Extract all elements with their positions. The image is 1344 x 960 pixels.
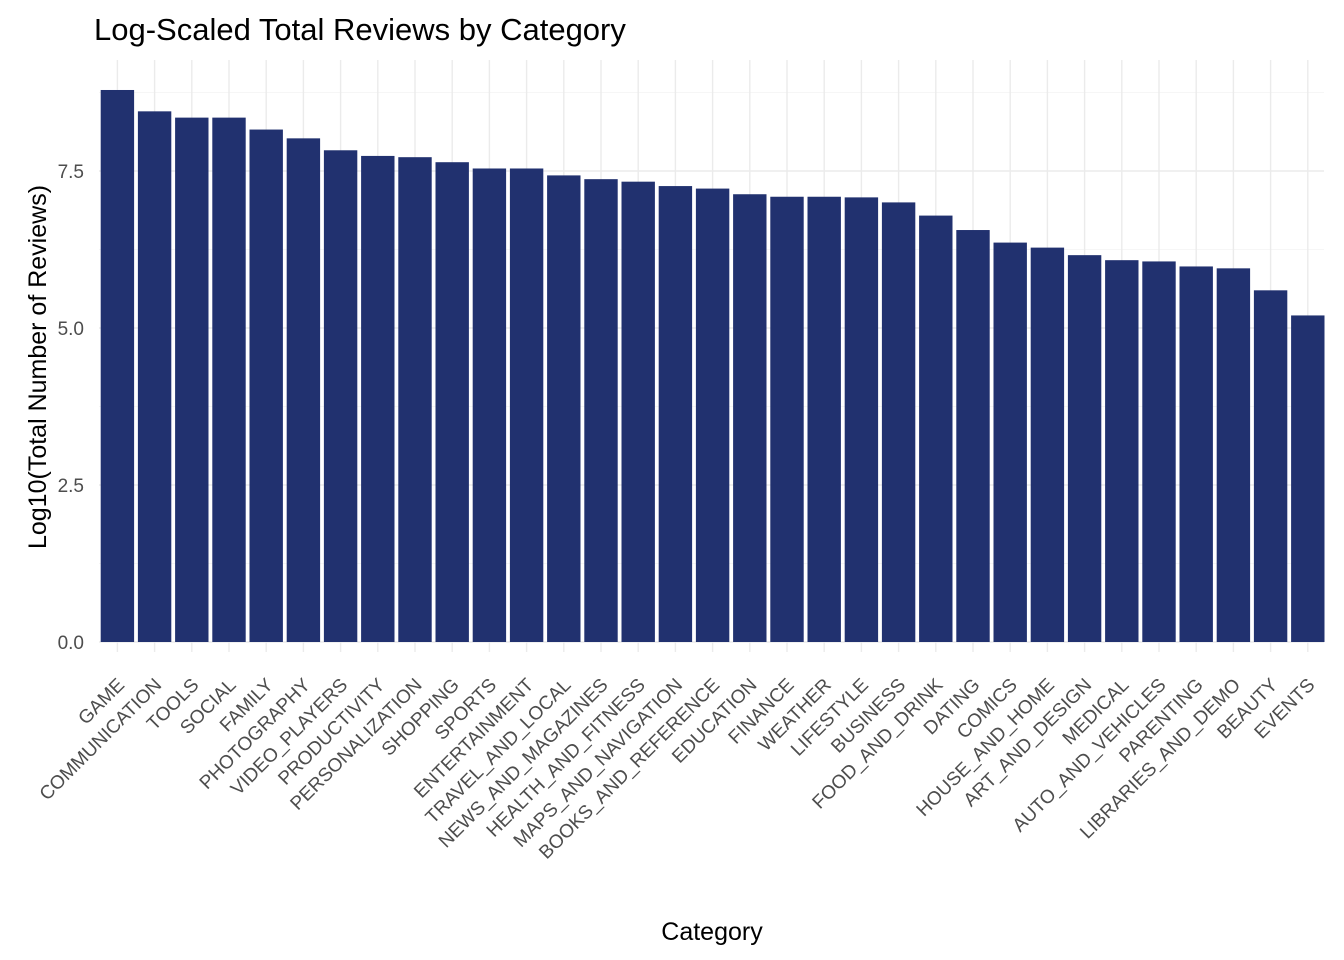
bar-lifestyle: [844, 197, 879, 642]
bar-entertainment: [509, 168, 544, 642]
bar-finance: [770, 196, 804, 643]
bar-shopping: [435, 162, 469, 642]
bar-news-and-magazines: [584, 179, 618, 642]
x-axis-ticks: GAMECOMMUNICATIONTOOLSSOCIALFAMILYPHOTOG…: [36, 674, 1319, 863]
bar-communication: [137, 111, 172, 643]
bar-tools: [175, 117, 209, 643]
bar-comics: [993, 242, 1027, 643]
bar-books-and-reference: [695, 188, 730, 643]
chart-title: Log-Scaled Total Reviews by Category: [94, 12, 626, 47]
bar-auto-and-vehicles: [1142, 261, 1176, 642]
y-tick-label: 2.5: [58, 476, 84, 497]
bar-libraries-and-demo: [1216, 268, 1251, 642]
y-tick-label: 0.0: [58, 633, 84, 654]
bar-medical: [1105, 260, 1139, 642]
bar-sports: [472, 168, 507, 642]
bars: [100, 89, 1325, 643]
bar-personalization: [398, 157, 432, 642]
bar-dating: [956, 230, 990, 643]
bar-game: [100, 89, 135, 643]
bar-house-and-home: [1030, 247, 1065, 642]
bar-productivity: [361, 155, 395, 643]
bar-beauty: [1253, 290, 1288, 642]
bar-maps-and-navigation: [658, 186, 693, 642]
bar-video-players: [323, 150, 358, 642]
bar-travel-and-local: [547, 175, 581, 642]
x-axis-title: Category: [661, 918, 763, 946]
bar-photography: [286, 138, 321, 642]
bar-weather: [807, 196, 841, 643]
y-tick-label: 5.0: [58, 319, 84, 340]
bar-education: [733, 194, 767, 642]
bar-art-and-design: [1067, 255, 1102, 643]
bar-events: [1291, 315, 1325, 642]
y-axis-ticks: 0.0 2.5 5.0 7.5: [58, 162, 84, 654]
y-axis-title: Log10(Total Number of Reviews): [24, 185, 52, 549]
bar-health-and-fitness: [621, 181, 655, 642]
bar-food-and-drink: [919, 215, 953, 642]
y-tick-label: 7.5: [58, 162, 84, 183]
bar-parenting: [1179, 266, 1213, 642]
bar-social: [212, 117, 246, 643]
bar-business: [881, 202, 916, 642]
bar-family: [249, 129, 283, 642]
